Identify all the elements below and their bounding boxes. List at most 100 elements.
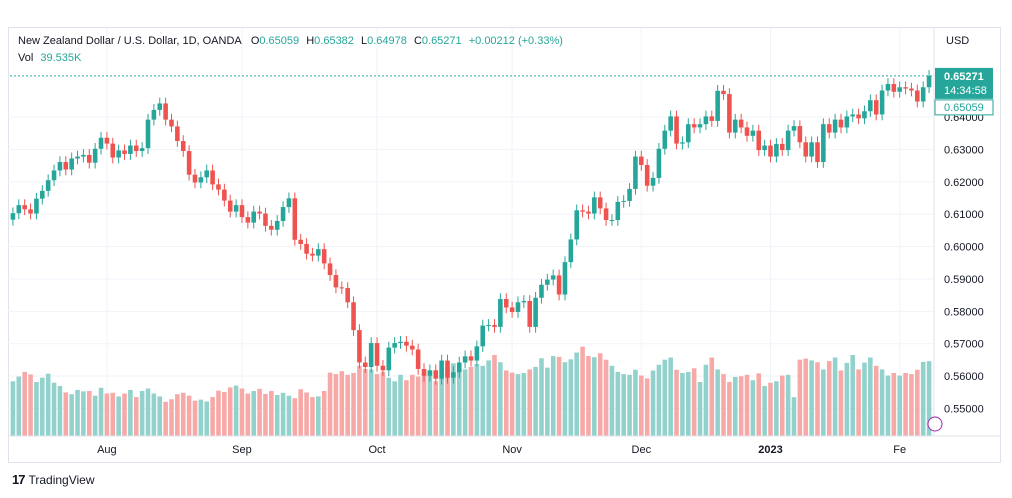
volume-bar <box>809 360 814 436</box>
candle <box>445 354 450 384</box>
candle <box>738 113 744 134</box>
candle <box>791 120 797 137</box>
candle <box>409 339 415 356</box>
volume-bar <box>462 369 468 436</box>
candle-body <box>333 275 339 288</box>
candlestick-chart[interactable]: USD 0.550000.560000.570000.580000.590000… <box>0 0 1012 470</box>
candle-body <box>357 330 362 363</box>
candle-body <box>374 343 380 366</box>
candle <box>732 113 738 139</box>
price-tick-label: 0.63000 <box>944 144 984 156</box>
candle-body <box>844 116 850 128</box>
volume-bar <box>492 355 497 436</box>
volume-bar <box>339 371 345 436</box>
candle <box>774 138 779 163</box>
volume-bar <box>192 400 198 436</box>
volume-bar <box>198 399 204 436</box>
candle-body <box>57 162 63 171</box>
candle-body <box>133 145 139 152</box>
volume-bar <box>327 372 333 436</box>
candle <box>609 214 615 226</box>
candle <box>433 364 439 385</box>
volume-bar <box>310 397 315 436</box>
volume-bar <box>668 357 673 436</box>
volume-label[interactable]: Vol <box>18 52 34 64</box>
volume-bar <box>891 373 897 436</box>
candle-body <box>597 197 603 209</box>
symbol-title[interactable]: New Zealand Dollar / U.S. Dollar, 1D, OA… <box>18 35 242 47</box>
volume-bar <box>486 360 491 436</box>
candle-body <box>145 119 151 149</box>
candle <box>40 185 45 205</box>
volume-bar <box>915 369 920 436</box>
close-value: 0.65271 <box>421 35 462 47</box>
candle <box>415 343 421 375</box>
candle <box>310 247 315 262</box>
candle <box>715 84 720 127</box>
volume-bar <box>639 375 644 436</box>
volume-bar <box>791 397 797 436</box>
candle <box>633 150 638 195</box>
candle-body <box>721 90 726 95</box>
volume-bar <box>292 398 298 436</box>
volume-bar <box>421 373 427 436</box>
candle-body <box>462 356 468 363</box>
candle-body <box>139 148 145 152</box>
candle <box>321 243 327 270</box>
candle <box>462 350 468 369</box>
candle-body <box>69 158 74 170</box>
candle-body <box>239 205 245 218</box>
candle <box>815 136 820 168</box>
volume-bar <box>815 362 820 436</box>
candle <box>844 110 850 134</box>
price-tick-label: 0.61000 <box>944 209 984 221</box>
candle <box>427 364 433 382</box>
candle <box>34 192 39 220</box>
candle-body <box>380 365 386 371</box>
candle <box>210 164 215 191</box>
candle-body <box>891 84 897 92</box>
candle <box>439 354 444 385</box>
price-tick-label: 0.56000 <box>944 371 984 383</box>
candle-body <box>233 205 239 212</box>
price-tick-label: 0.57000 <box>944 339 984 351</box>
candle <box>116 144 121 164</box>
timezone-marker-icon <box>927 416 943 432</box>
volume-bar <box>779 375 785 436</box>
volume-bar <box>233 385 239 436</box>
candle-body <box>821 124 826 163</box>
candle-body <box>345 288 350 303</box>
candle-body <box>222 189 227 201</box>
candle <box>550 269 556 286</box>
volume-bar <box>10 381 16 436</box>
candle <box>785 124 791 156</box>
volume-bar <box>826 361 832 436</box>
candle-body <box>603 208 609 221</box>
volume-bar <box>527 369 533 436</box>
candle <box>545 273 550 291</box>
volume-bar <box>404 380 409 436</box>
candle <box>374 337 380 372</box>
candle <box>345 282 350 309</box>
volume-bar <box>750 380 756 436</box>
ohlc-legend: New Zealand Dollar / U.S. Dollar, 1D, OA… <box>18 35 563 47</box>
candle-body <box>310 253 315 256</box>
volume-bar <box>157 396 163 436</box>
candle <box>868 94 873 118</box>
candle-body <box>574 210 579 240</box>
volume-bar <box>245 393 251 436</box>
volume-bar <box>862 362 867 436</box>
tradingview-logo-icon[interactable]: 17 <box>12 472 26 487</box>
candle <box>750 124 756 142</box>
candle <box>756 124 762 156</box>
brand-name[interactable]: TradingView <box>28 472 95 487</box>
candle <box>603 202 609 226</box>
candle-body <box>727 94 732 133</box>
candle-body <box>292 198 298 240</box>
candle-body <box>10 213 16 220</box>
candle <box>327 257 333 281</box>
close-label: C <box>413 35 422 47</box>
candle <box>674 110 679 150</box>
volume-bar <box>92 395 98 436</box>
volume-bar <box>879 369 885 436</box>
